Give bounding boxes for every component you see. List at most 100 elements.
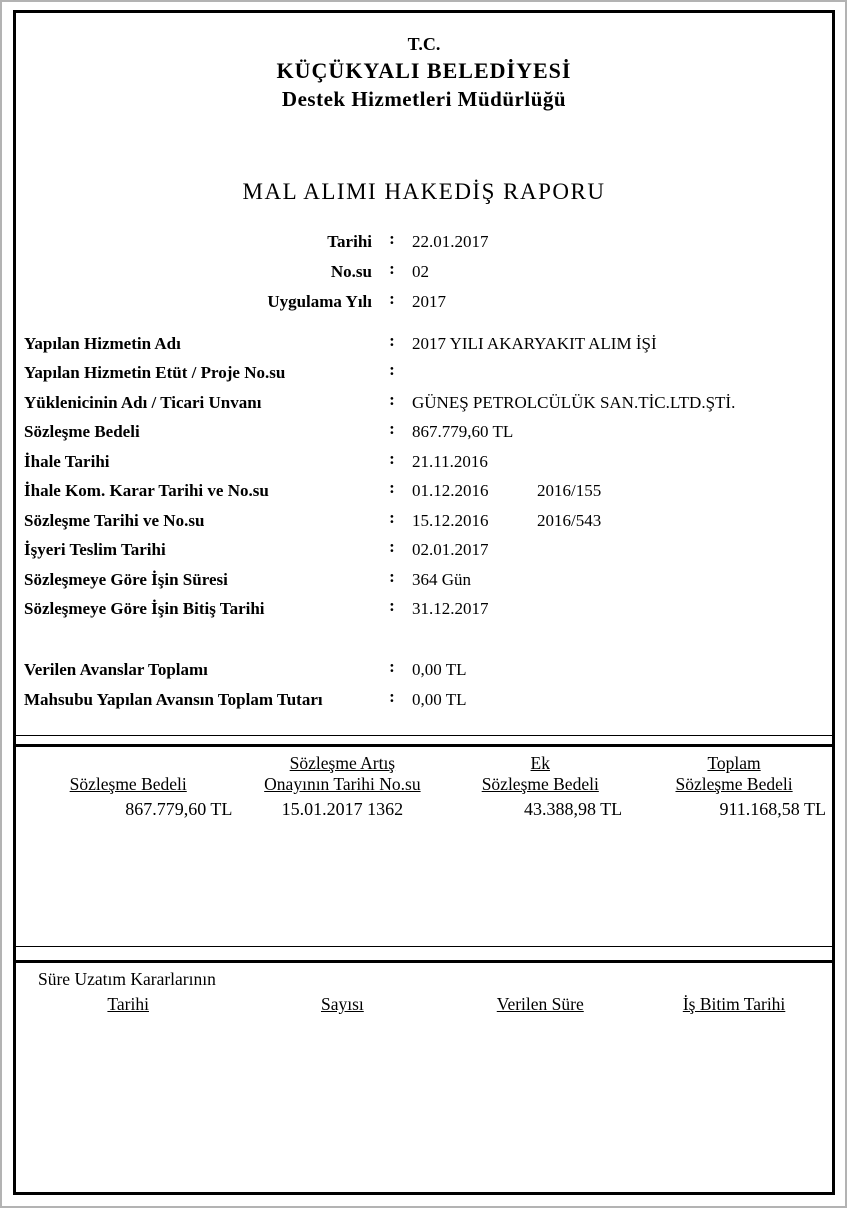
advance-row-given: Verilen Avanslar Toplamı : 0,00 TL bbox=[16, 655, 832, 685]
field-value-secondary: 2016/543 bbox=[537, 510, 602, 530]
org-country: T.C. bbox=[407, 34, 441, 54]
colon-separator: : bbox=[389, 259, 395, 278]
field-row-service-name: Yapılan Hizmetin Adı : 2017 YILI AKARYAK… bbox=[16, 329, 832, 359]
field-value-primary: 15.12.2016 bbox=[412, 510, 489, 530]
colon-separator: : bbox=[389, 537, 395, 557]
field-row-commission-decision: İhale Kom. Karar Tarihi ve No.su : 01.12… bbox=[16, 477, 832, 507]
document-page: T.C. KÜÇÜKYALI BELEDİYESİ Destek Hizmetl… bbox=[13, 10, 835, 1195]
extension-col-header-given-duration: Verilen Süre bbox=[444, 992, 636, 1016]
field-value: 01.12.2016 2016/155 bbox=[412, 481, 601, 501]
contract-info-block: Yapılan Hizmetin Adı : 2017 YILI AKARYAK… bbox=[16, 329, 832, 624]
meta-label: No.su bbox=[330, 262, 372, 281]
field-row-project-number: Yapılan Hizmetin Etüt / Proje No.su : bbox=[16, 359, 832, 389]
time-extension-section: Süre Uzatım Kararlarının Tarihi Sayısı V… bbox=[16, 960, 832, 1183]
org-municipality: KÜÇÜKYALI BELEDİYESİ bbox=[276, 58, 572, 83]
meta-value: 02 bbox=[412, 262, 429, 281]
field-value-primary: 21.11.2016 bbox=[412, 451, 488, 471]
report-header-section: T.C. KÜÇÜKYALI BELEDİYESİ Destek Hizmetl… bbox=[16, 13, 832, 736]
field-label: Sözleşme Tarihi ve No.su bbox=[24, 510, 205, 530]
header-line: Verilen Süre bbox=[496, 994, 584, 1014]
contract-col-header-additional: Ek Sözleşme Bedeli bbox=[444, 751, 636, 795]
extension-table-header-row: Tarihi Sayısı Verilen Süre İş Bitim Tari… bbox=[16, 992, 832, 1016]
header-line: Onayının Tarihi No.su bbox=[264, 774, 421, 794]
meta-label: Uygulama Yılı bbox=[267, 292, 372, 311]
extension-col-header-date: Tarihi bbox=[16, 992, 240, 1016]
header-line: Ek bbox=[530, 753, 550, 773]
advance-value: 0,00 TL bbox=[412, 690, 467, 709]
extension-table-caption: Süre Uzatım Kararlarının bbox=[38, 969, 216, 989]
page-title: MAL ALIMI HAKEDİŞ RAPORU bbox=[242, 179, 606, 204]
report-meta-block: Tarihi : 22.01.2017 No.su : 02 Uygulama … bbox=[16, 227, 832, 317]
field-value: 867.779,60 TL bbox=[412, 422, 537, 442]
contract-table-header-row: Sözleşme Bedeli Sözleşme Artış Onayının … bbox=[16, 747, 832, 795]
extension-col-header-number: Sayısı bbox=[240, 992, 444, 1016]
colon-separator: : bbox=[389, 389, 395, 409]
header-line: Sözleşme Bedeli bbox=[69, 774, 187, 794]
field-value-secondary: 2016/155 bbox=[537, 481, 602, 501]
meta-row-date: Tarihi : 22.01.2017 bbox=[16, 227, 832, 257]
organization-block: T.C. KÜÇÜKYALI BELEDİYESİ Destek Hizmetl… bbox=[16, 13, 832, 113]
colon-separator: : bbox=[389, 229, 395, 248]
field-label: İşyeri Teslim Tarihi bbox=[24, 540, 166, 560]
meta-label: Tarihi bbox=[327, 232, 372, 251]
field-value-primary: 867.779,60 TL bbox=[412, 422, 514, 442]
meta-value: 2017 bbox=[412, 292, 446, 311]
field-value-primary: 02.01.2017 bbox=[412, 540, 489, 560]
field-value: 2017 YILI AKARYAKIT ALIM İŞİ bbox=[412, 334, 657, 354]
field-value-primary: GÜNEŞ PETROLCÜLÜK SAN.TİC.LTD.ŞTİ. bbox=[412, 392, 736, 412]
meta-value: 22.01.2017 bbox=[412, 232, 489, 251]
field-row-tender-date: İhale Tarihi : 21.11.2016 bbox=[16, 447, 832, 477]
field-row-site-delivery: İşyeri Teslim Tarihi : 02.01.2017 bbox=[16, 536, 832, 566]
additional-amount: 43.388,98 TL bbox=[523, 799, 623, 819]
header-line: Sözleşme Bedeli bbox=[481, 774, 599, 794]
colon-separator: : bbox=[389, 289, 395, 308]
meta-row-number: No.su : 02 bbox=[16, 257, 832, 287]
total-amount: 911.168,58 TL bbox=[719, 799, 826, 819]
contract-amounts-section: Sözleşme Bedeli Sözleşme Artış Onayının … bbox=[16, 744, 832, 947]
field-row-work-end-date: Sözleşmeye Göre İşin Bitiş Tarihi : 31.1… bbox=[16, 595, 832, 625]
field-row-contractor: Yüklenicinin Adı / Ticari Unvanı : GÜNEŞ… bbox=[16, 388, 832, 418]
colon-separator: : bbox=[389, 566, 395, 586]
advances-block: Verilen Avanslar Toplamı : 0,00 TL Mahsu… bbox=[16, 655, 832, 715]
field-row-contract-date: Sözleşme Tarihi ve No.su : 15.12.2016 201… bbox=[16, 506, 832, 536]
field-value-primary: 364 Gün bbox=[412, 569, 472, 589]
field-label: İhale Kom. Karar Tarihi ve No.su bbox=[24, 481, 269, 501]
field-label: Sözleşmeye Göre İşin Süresi bbox=[24, 569, 228, 589]
colon-separator: : bbox=[389, 419, 395, 439]
colon-separator: : bbox=[389, 360, 395, 380]
section-divider-gap bbox=[16, 736, 832, 744]
header-line: Toplam bbox=[707, 753, 761, 773]
contract-col-header-total: Toplam Sözleşme Bedeli bbox=[636, 751, 832, 795]
contract-col-header-base: Sözleşme Bedeli bbox=[16, 751, 240, 795]
field-label: Sözleşmeye Göre İşin Bitiş Tarihi bbox=[24, 599, 265, 619]
field-label: Yapılan Hizmetin Etüt / Proje No.su bbox=[24, 363, 286, 383]
field-label: Yapılan Hizmetin Adı bbox=[24, 333, 181, 353]
field-value bbox=[412, 363, 537, 383]
field-label: Sözleşme Bedeli bbox=[24, 422, 140, 442]
colon-separator: : bbox=[389, 478, 395, 498]
meta-row-year: Uygulama Yılı : 2017 bbox=[16, 287, 832, 317]
field-value-primary: 01.12.2016 bbox=[412, 481, 489, 501]
header-line: Sözleşme Bedeli bbox=[675, 774, 793, 794]
field-value: GÜNEŞ PETROLCÜLÜK SAN.TİC.LTD.ŞTİ. bbox=[412, 393, 735, 413]
advance-label: Mahsubu Yapılan Avansın Toplam Tutarı bbox=[24, 690, 323, 709]
contract-base-amount: 867.779,60 TL bbox=[125, 799, 233, 819]
field-value: 15.12.2016 2016/543 bbox=[412, 511, 601, 531]
contract-col-header-increase-approval: Sözleşme Artış Onayının Tarihi No.su bbox=[240, 751, 444, 795]
field-value-primary: 31.12.2017 bbox=[412, 599, 489, 619]
header-line: Tarihi bbox=[107, 994, 149, 1014]
advance-label: Verilen Avanslar Toplamı bbox=[24, 660, 208, 679]
field-value: 02.01.2017 bbox=[412, 540, 537, 560]
increase-approval-date-no: 15.01.2017 1362 bbox=[281, 799, 404, 819]
colon-separator: : bbox=[389, 687, 395, 706]
colon-separator: : bbox=[389, 448, 395, 468]
header-line: Sayısı bbox=[320, 994, 364, 1014]
field-value: 31.12.2017 bbox=[412, 599, 537, 619]
field-value: 21.11.2016 bbox=[412, 452, 537, 472]
header-line: Sözleşme Artış bbox=[289, 753, 396, 773]
field-label: İhale Tarihi bbox=[24, 451, 110, 471]
contract-table-value-row: 867.779,60 TL 15.01.2017 1362 43.388,98 … bbox=[16, 795, 832, 823]
section-divider-gap bbox=[16, 947, 832, 960]
advance-value: 0,00 TL bbox=[412, 660, 467, 679]
field-value-primary: 2017 YILI AKARYAKIT ALIM İŞİ bbox=[412, 333, 657, 353]
